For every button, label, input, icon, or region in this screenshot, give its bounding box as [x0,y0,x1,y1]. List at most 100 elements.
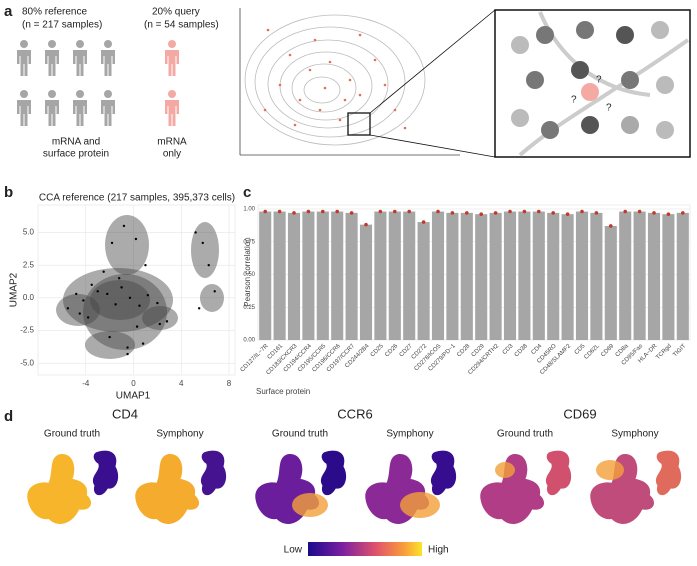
mean-point [263,209,268,214]
column-label: Symphony [611,429,658,440]
mean-point [652,211,656,215]
point [86,316,90,319]
bar [431,211,445,340]
mean-point [522,209,527,214]
point [102,270,105,273]
reference-people [17,40,115,126]
point [165,320,169,323]
bar [561,214,574,340]
y-tick-label: 1.00 [243,207,255,213]
mean-point [609,224,613,228]
bar [302,211,315,340]
mean-point [407,209,412,214]
column-label: Symphony [386,429,433,440]
query-caption: mRNA [157,137,187,148]
panel-label: a [4,3,13,20]
bar [345,212,358,340]
column-label: Symphony [156,429,203,440]
mean-point [479,212,484,216]
point [146,294,150,297]
point [158,322,161,326]
mean-point [378,209,383,214]
colorbar-low: Low [284,545,303,556]
bar [575,211,589,340]
bar [417,222,430,340]
y-tick-label: 0.75 [243,239,255,245]
query-label: 20% query [152,7,200,18]
bar [259,211,272,340]
x-tick-label: CD69 [600,343,616,359]
query-people [165,40,179,126]
mean-point [393,209,397,214]
bar [359,224,373,340]
mean-point [666,212,671,216]
x-tick-label: TIGIT [672,343,687,358]
x-tick-label: CD26 [384,343,400,359]
reference-caption: mRNA and [52,137,100,148]
y-tick-label: -5.0 [20,358,34,367]
x-tick-label: CD28 [456,343,472,359]
colorbar-high: High [428,545,449,556]
panel-label: b [4,184,13,201]
point [82,299,85,302]
reference-n: (n = 217 samples) [22,20,102,31]
bar [547,212,560,340]
point [138,304,141,307]
query-n: (n = 54 samples) [144,20,219,31]
y-tick-label: 0.0 [23,293,35,302]
gene-title: CCR6 [337,406,372,421]
y-tick-label: 0.00 [243,338,255,344]
mean-point [364,222,368,227]
point [90,283,93,286]
point [128,296,132,300]
chart-title: CCA reference (217 samples, 395,373 cell… [39,193,235,204]
bar [590,212,603,340]
bar [446,212,459,340]
x-tick-label: 8 [227,379,232,388]
x-tick-label: CD62L [583,343,601,361]
gene-title: CD69 [563,406,596,421]
x-tick-label: CD25 [370,343,386,359]
point [75,292,78,296]
mean-point [465,211,469,215]
point [213,290,216,293]
point [117,277,121,280]
x-tick-label: TCRgd [655,343,673,361]
x-tick-label: 4 [179,379,184,388]
point [126,352,129,356]
bar [503,211,517,340]
bar [676,212,689,340]
mean-point [594,211,599,215]
point [126,346,129,349]
column-label: Ground truth [497,429,553,440]
bar [532,211,545,340]
y-axis-label: UMAP2 [9,272,20,307]
point [108,335,111,339]
point [201,241,204,245]
bar [388,211,401,340]
point [194,231,197,234]
mean-point [277,209,282,214]
query-caption: only [163,149,181,160]
y-tick-label: -2.5 [20,326,34,335]
bar [619,211,632,340]
bar [662,214,675,340]
question-mark: ? [571,95,577,106]
bar [518,211,531,340]
mean-point [508,209,512,214]
x-tick-label: CD38 [514,343,530,359]
bar [633,211,646,340]
bar [287,212,301,340]
plot-area [37,204,236,376]
point [141,342,145,345]
mean-point [306,209,311,214]
column-label: Ground truth [272,429,328,440]
x-axis-label: UMAP1 [116,391,151,402]
point [144,263,147,267]
mean-point [436,209,440,214]
mean-point [637,209,642,214]
point [120,286,123,289]
feature-maps [27,450,682,524]
mean-point [565,212,570,216]
